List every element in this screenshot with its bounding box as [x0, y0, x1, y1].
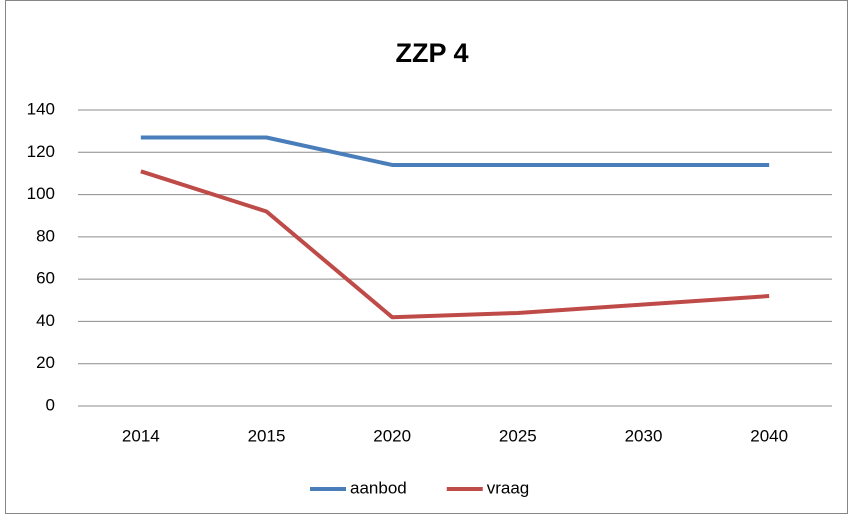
chart-border: [5, 0, 848, 514]
y-tick-label: 40: [36, 311, 55, 330]
legend-label: vraag: [487, 478, 530, 497]
y-tick-label: 60: [36, 269, 55, 288]
y-tick-label: 100: [27, 184, 55, 203]
y-tick-label: 0: [46, 395, 55, 414]
series-line: [140, 135, 770, 167]
y-tick-label: 20: [36, 353, 55, 372]
x-tick-label: 2040: [750, 426, 788, 445]
y-tick-label: 140: [27, 99, 55, 118]
x-tick-label: 2030: [625, 426, 663, 445]
chart-title: ZZP 4: [395, 38, 468, 68]
series-line: [140, 169, 770, 320]
legend-label: aanbod: [350, 478, 407, 497]
y-tick-label: 80: [36, 226, 55, 245]
x-tick-label: 2015: [248, 426, 286, 445]
x-tick-label: 2014: [122, 426, 160, 445]
x-tick-label: 2020: [373, 426, 411, 445]
x-tick-label: 2025: [499, 426, 537, 445]
y-tick-label: 120: [27, 142, 55, 161]
